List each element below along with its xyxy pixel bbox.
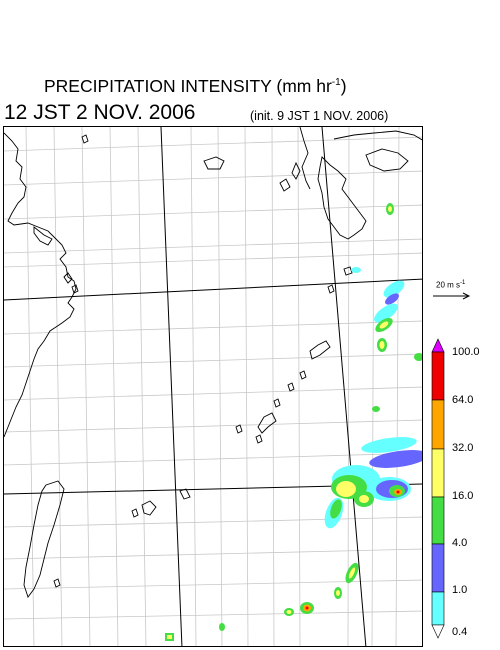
legend-label-1: 1.0 [452, 584, 468, 596]
wind-vector-scale-exponent: -1 [460, 280, 466, 286]
legend-swatch-64-100 [431, 351, 445, 401]
legend-swatch-above-100 [431, 338, 445, 353]
legend-swatch-4-16 [431, 496, 445, 545]
title-close: ) [340, 76, 347, 96]
legend-swatch-32-64 [431, 399, 445, 450]
legend-label-64: 64.0 [452, 394, 474, 406]
ryukyu-islands [53, 134, 353, 588]
korea-coast [299, 127, 311, 190]
taiwan-coast [23, 480, 65, 598]
tsushima [291, 161, 301, 180]
precipitation-map [3, 126, 423, 647]
legend-swatch-04-1 [431, 591, 445, 626]
map-title: PRECIPITATION INTENSITY (mm hr-1) [44, 76, 347, 97]
wind-vector-scale-text: 20 m s [436, 280, 461, 290]
wind-reference-arrow-icon [433, 292, 471, 300]
yangtze-estuary [33, 226, 53, 246]
title-unit-exponent: -1 [331, 77, 341, 89]
legend-label-100: 100.0 [452, 346, 480, 358]
legend-label-0-4: 0.4 [452, 626, 468, 638]
jeju-island [203, 156, 225, 170]
legend-label-4: 4.0 [452, 537, 468, 549]
major-graticule [4, 127, 422, 646]
map-canvas [4, 127, 422, 646]
legend-label-16: 16.0 [452, 490, 474, 502]
kyushu-coast [317, 156, 367, 240]
legend-swatch-16-32 [431, 448, 445, 498]
color-legend-bar [431, 338, 445, 639]
wind-vector-scale-label: 20 m s-1 [436, 280, 465, 290]
legend-swatch-below-04 [431, 624, 445, 639]
shikoku-coast [365, 148, 409, 172]
legend-label-32: 32.0 [452, 442, 474, 454]
init-time: (init. 9 JST 1 NOV. 2006) [250, 109, 389, 123]
lat-lon-grid [4, 127, 422, 646]
precipitation-cells [165, 203, 422, 641]
legend-swatch-1-4 [431, 543, 445, 593]
china-coast [4, 132, 77, 438]
coastlines [4, 127, 422, 598]
valid-time: 12 JST 2 NOV. 2006 [4, 101, 196, 124]
goto-islands [279, 178, 291, 192]
title-text: PRECIPITATION INTENSITY (mm hr [44, 76, 332, 96]
honshu-coast [333, 130, 422, 141]
